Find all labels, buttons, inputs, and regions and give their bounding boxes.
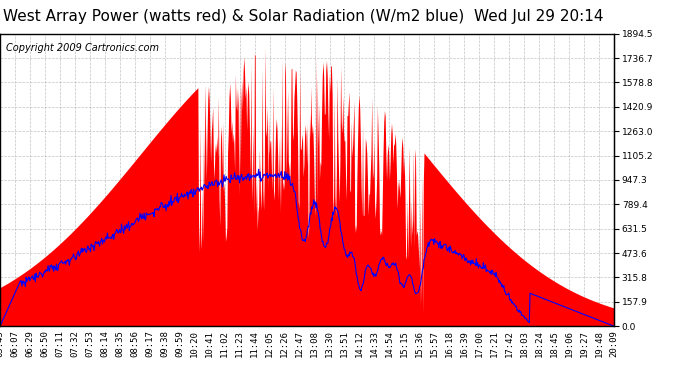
Text: 20:09: 20:09 xyxy=(609,330,619,357)
Text: 06:29: 06:29 xyxy=(26,330,34,357)
Text: 17:42: 17:42 xyxy=(505,330,514,357)
Text: 19:06: 19:06 xyxy=(564,330,573,357)
Text: 11:02: 11:02 xyxy=(220,330,229,357)
Text: 15:36: 15:36 xyxy=(415,330,424,357)
Text: 14:54: 14:54 xyxy=(385,330,394,357)
Text: 09:17: 09:17 xyxy=(146,330,155,357)
Text: 13:30: 13:30 xyxy=(325,330,334,357)
Text: 07:11: 07:11 xyxy=(55,330,64,357)
Text: Copyright 2009 Cartronics.com: Copyright 2009 Cartronics.com xyxy=(6,42,159,52)
Text: 09:38: 09:38 xyxy=(160,330,169,357)
Text: 12:05: 12:05 xyxy=(265,330,274,357)
Text: 14:12: 14:12 xyxy=(355,330,364,357)
Text: West Array Power (watts red) & Solar Radiation (W/m2 blue)  Wed Jul 29 20:14: West Array Power (watts red) & Solar Rad… xyxy=(3,9,604,24)
Text: 07:53: 07:53 xyxy=(86,330,95,357)
Text: 16:39: 16:39 xyxy=(460,330,469,357)
Text: 19:27: 19:27 xyxy=(580,330,589,357)
Text: 13:51: 13:51 xyxy=(340,330,349,357)
Text: 09:59: 09:59 xyxy=(175,330,184,357)
Text: 06:50: 06:50 xyxy=(41,330,50,357)
Text: 15:57: 15:57 xyxy=(430,330,439,357)
Text: 16:18: 16:18 xyxy=(445,330,454,357)
Text: 07:32: 07:32 xyxy=(70,330,79,357)
Text: 13:08: 13:08 xyxy=(310,330,319,357)
Text: 11:23: 11:23 xyxy=(235,330,244,357)
Text: 10:20: 10:20 xyxy=(190,330,199,357)
Text: 18:03: 18:03 xyxy=(520,330,529,357)
Text: 19:48: 19:48 xyxy=(595,330,604,357)
Text: 08:35: 08:35 xyxy=(115,330,124,357)
Text: 17:00: 17:00 xyxy=(475,330,484,357)
Text: 06:07: 06:07 xyxy=(10,330,19,357)
Text: 17:21: 17:21 xyxy=(490,330,499,357)
Text: 10:41: 10:41 xyxy=(205,330,214,357)
Text: 08:56: 08:56 xyxy=(130,330,139,357)
Text: 15:15: 15:15 xyxy=(400,330,409,357)
Text: 18:45: 18:45 xyxy=(550,330,559,357)
Text: 12:26: 12:26 xyxy=(280,330,289,357)
Text: 08:14: 08:14 xyxy=(100,330,109,357)
Text: 14:33: 14:33 xyxy=(370,330,379,357)
Text: 12:47: 12:47 xyxy=(295,330,304,357)
Text: 11:44: 11:44 xyxy=(250,330,259,357)
Text: 18:24: 18:24 xyxy=(535,330,544,357)
Text: 05:45: 05:45 xyxy=(0,330,5,357)
